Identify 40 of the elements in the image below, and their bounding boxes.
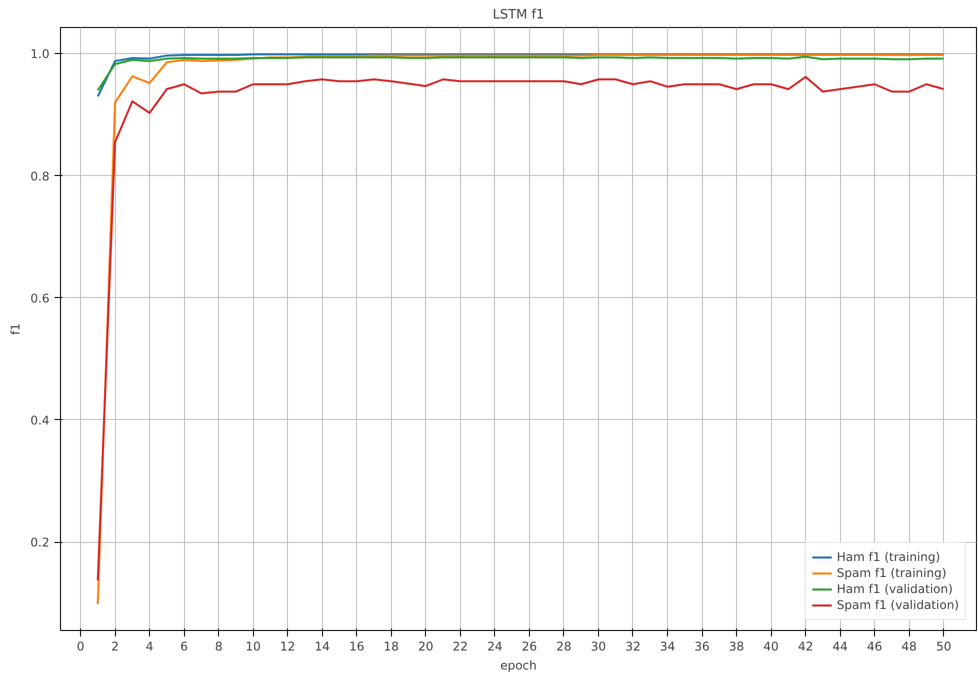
x-tick-label: 8	[214, 640, 222, 654]
legend-label: Ham f1 (training)	[836, 549, 940, 565]
x-tick-label: 44	[832, 640, 848, 654]
x-tick-label: 32	[625, 640, 641, 654]
legend-label: Spam f1 (validation)	[836, 597, 959, 613]
x-tick-label: 24	[487, 640, 502, 654]
y-tick-label: 0.2	[30, 536, 50, 550]
legend-label: Spam f1 (training)	[836, 565, 946, 581]
x-tick-label: 38	[728, 640, 744, 654]
line-series	[96, 56, 945, 92]
x-tick-label: 2	[111, 640, 119, 654]
x-axis-title: epoch	[500, 658, 537, 672]
x-tick-label: 20	[418, 640, 434, 654]
x-tick-label: 4	[146, 640, 154, 654]
x-tick-label: 50	[936, 640, 952, 654]
y-tick-label: 0.4	[30, 413, 50, 428]
x-tick-label: 48	[902, 640, 917, 654]
x-tick-label: 10	[246, 640, 261, 654]
x-tick-label: 40	[763, 640, 779, 654]
x-tick-label: 36	[694, 640, 710, 654]
y-tick-label: 0.8	[30, 169, 50, 184]
y-axis-title: f1	[8, 323, 22, 335]
x-tick-label: 12	[280, 640, 296, 654]
x-tick-label: 28	[556, 640, 572, 654]
x-tick-label: 26	[522, 640, 538, 654]
x-tick-label: 14	[314, 640, 330, 654]
x-tick-label: 34	[660, 640, 676, 654]
line-series	[96, 53, 945, 98]
chart-title: LSTM f1	[492, 8, 544, 22]
x-tick-label: 16	[349, 640, 364, 654]
x-tick-label: 0	[76, 640, 84, 654]
y-tick-label: 1.0	[30, 47, 50, 62]
x-tick-label: 46	[867, 640, 882, 654]
legend-label: Ham f1 (validation)	[836, 581, 953, 597]
x-tick-label: 30	[590, 640, 606, 654]
y-tick-label: 0.6	[30, 291, 50, 306]
x-tick-label: 6	[180, 640, 188, 654]
x-tick-label: 22	[452, 640, 468, 654]
x-tick-label: 42	[798, 640, 814, 654]
x-tick-label: 18	[384, 640, 399, 654]
